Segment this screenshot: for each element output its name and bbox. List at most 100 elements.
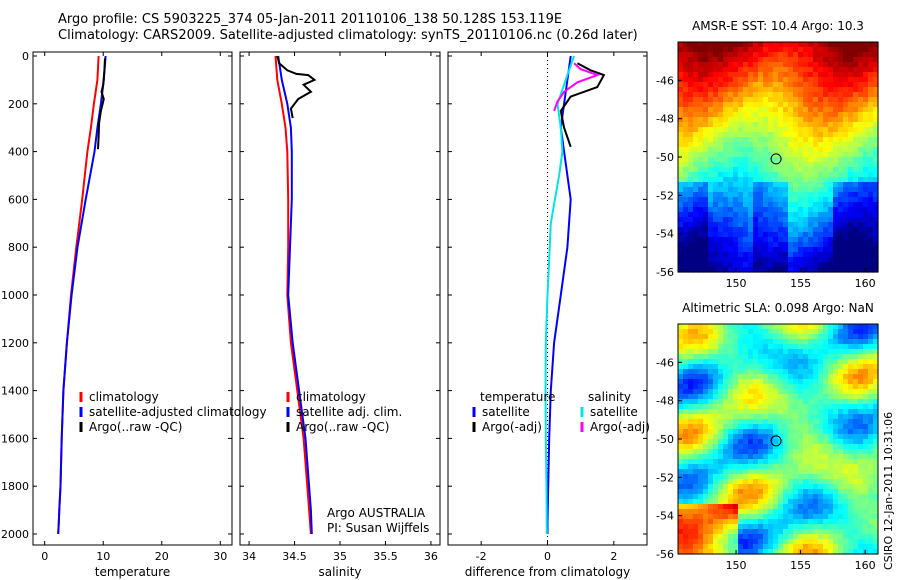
heatmap-cell bbox=[868, 77, 874, 83]
heatmap-cell bbox=[873, 247, 879, 253]
heatmap-cell bbox=[803, 232, 809, 238]
heatmap-cell bbox=[688, 87, 694, 93]
heatmap-cell bbox=[738, 182, 744, 188]
heatmap-cell bbox=[768, 87, 774, 93]
heatmap-cell bbox=[778, 384, 784, 390]
heatmap-cell bbox=[708, 459, 714, 465]
heatmap-cell bbox=[838, 369, 844, 375]
heatmap-cell bbox=[873, 479, 879, 485]
heatmap-cell bbox=[808, 212, 814, 218]
heatmap-cell bbox=[788, 549, 794, 555]
heatmap-cell bbox=[728, 459, 734, 465]
heatmap-cell bbox=[698, 97, 704, 103]
heatmap-cell bbox=[783, 107, 789, 113]
heatmap-cell bbox=[783, 102, 789, 108]
heatmap-cell bbox=[728, 127, 734, 133]
heatmap-cell bbox=[798, 469, 804, 475]
heatmap-cell bbox=[683, 72, 689, 78]
heatmap-cell bbox=[838, 267, 844, 273]
heatmap-cell bbox=[823, 212, 829, 218]
heatmap-cell bbox=[858, 389, 864, 395]
heatmap-cell bbox=[813, 177, 819, 183]
heatmap-cell bbox=[768, 107, 774, 113]
heatmap-cell bbox=[683, 52, 689, 58]
heatmap-cell bbox=[723, 404, 729, 410]
heatmap-cell bbox=[778, 197, 784, 203]
heatmap-cell bbox=[728, 237, 734, 243]
heatmap-cell bbox=[843, 534, 849, 540]
heatmap-cell bbox=[713, 359, 719, 365]
heatmap-cell bbox=[693, 394, 699, 400]
heatmap-cell bbox=[753, 364, 759, 370]
heatmap-cell bbox=[733, 102, 739, 108]
heatmap-cell bbox=[733, 137, 739, 143]
heatmap-cell bbox=[683, 419, 689, 425]
heatmap-cell bbox=[678, 127, 684, 133]
heatmap-cell bbox=[738, 359, 744, 365]
heatmap-cell bbox=[753, 439, 759, 445]
heatmap-cell bbox=[848, 504, 854, 510]
heatmap-cell bbox=[788, 334, 794, 340]
heatmap-cell bbox=[813, 222, 819, 228]
heatmap-cell bbox=[858, 494, 864, 500]
heatmap-cell bbox=[853, 329, 859, 335]
heatmap-cell bbox=[768, 142, 774, 148]
heatmap-cell bbox=[698, 57, 704, 63]
heatmap-cell bbox=[678, 227, 684, 233]
heatmap-cell bbox=[718, 242, 724, 248]
heatmap-cell bbox=[798, 329, 804, 335]
heatmap-cell bbox=[733, 544, 739, 550]
heatmap-cell bbox=[808, 127, 814, 133]
heatmap-cell bbox=[693, 142, 699, 148]
heatmap-cell bbox=[703, 132, 709, 138]
heatmap-cell bbox=[718, 177, 724, 183]
heatmap-cell bbox=[728, 137, 734, 143]
heatmap-cell bbox=[723, 112, 729, 118]
heatmap-cell bbox=[723, 534, 729, 540]
heatmap-cell bbox=[688, 509, 694, 515]
heatmap-cell bbox=[793, 534, 799, 540]
heatmap-cell bbox=[818, 369, 824, 375]
heatmap-cell bbox=[773, 374, 779, 380]
heatmap-cell bbox=[748, 544, 754, 550]
heatmap-cell bbox=[843, 212, 849, 218]
heatmap-cell bbox=[713, 434, 719, 440]
heatmap-cell bbox=[683, 354, 689, 360]
heatmap-cell bbox=[838, 444, 844, 450]
heatmap-cell bbox=[743, 92, 749, 98]
heatmap-cell bbox=[748, 157, 754, 163]
heatmap-cell bbox=[698, 419, 704, 425]
heatmap-cell bbox=[768, 449, 774, 455]
heatmap-cell bbox=[788, 514, 794, 520]
heatmap-cell bbox=[683, 504, 689, 510]
heatmap-cell bbox=[788, 187, 794, 193]
heatmap-cell bbox=[788, 419, 794, 425]
heatmap-cell bbox=[698, 127, 704, 133]
heatmap-cell bbox=[783, 489, 789, 495]
heatmap-cell bbox=[678, 117, 684, 123]
heatmap-cell bbox=[738, 394, 744, 400]
heatmap-cell bbox=[773, 529, 779, 535]
heatmap-cell bbox=[788, 122, 794, 128]
heatmap-cell bbox=[833, 414, 839, 420]
heatmap-cell bbox=[753, 242, 759, 248]
heatmap-cell bbox=[833, 167, 839, 173]
heatmap-cell bbox=[823, 369, 829, 375]
heatmap-cell bbox=[728, 247, 734, 253]
heatmap-cell bbox=[803, 389, 809, 395]
heatmap-cell bbox=[858, 384, 864, 390]
heatmap-cell bbox=[748, 479, 754, 485]
heatmap-cell bbox=[743, 102, 749, 108]
heatmap-cell bbox=[738, 267, 744, 273]
heatmap-cell bbox=[738, 87, 744, 93]
heatmap-cell bbox=[733, 474, 739, 480]
heatmap-cell bbox=[768, 47, 774, 53]
heatmap-cell bbox=[713, 212, 719, 218]
heatmap-cell bbox=[768, 499, 774, 505]
heatmap-cell bbox=[823, 424, 829, 430]
heatmap-cell bbox=[723, 514, 729, 520]
heatmap-cell bbox=[743, 122, 749, 128]
heatmap-cell bbox=[818, 172, 824, 178]
heatmap-cell bbox=[758, 389, 764, 395]
heatmap-cell bbox=[823, 127, 829, 133]
